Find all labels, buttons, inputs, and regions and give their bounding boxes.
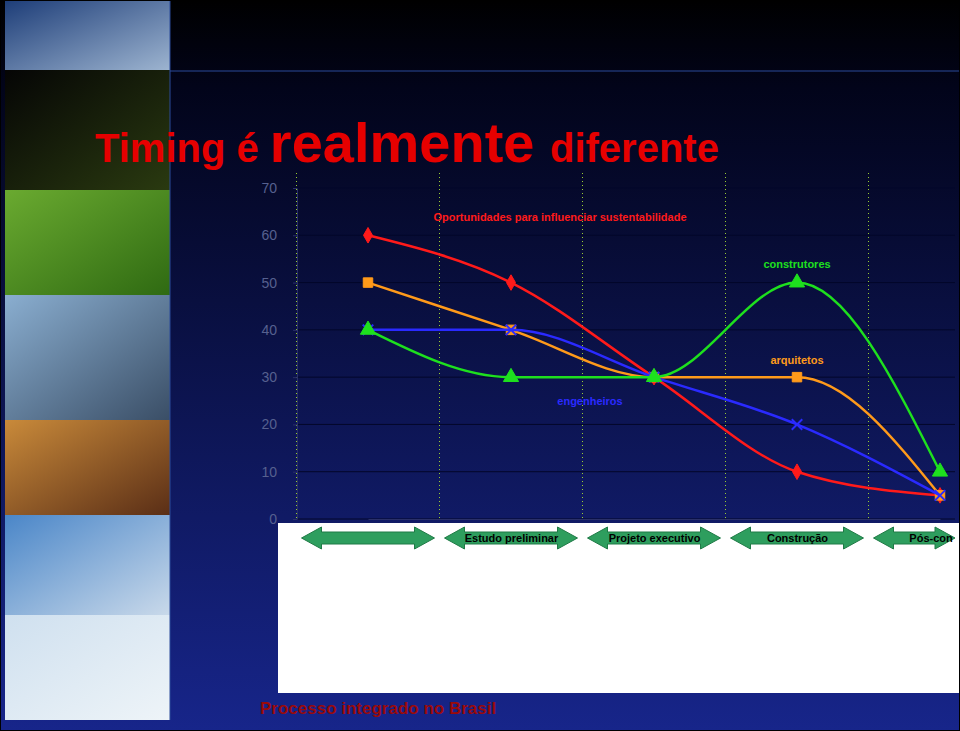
y-tick-mark bbox=[293, 424, 297, 425]
y-tick-label: 20 bbox=[261, 416, 277, 432]
phase-arrow bbox=[302, 527, 435, 549]
phase-arrows bbox=[302, 527, 956, 549]
x-tick: Construção bbox=[767, 519, 828, 544]
phase-divider bbox=[582, 173, 583, 519]
series-label: arquitetos bbox=[770, 354, 823, 366]
series-marker bbox=[792, 419, 802, 429]
series-marker bbox=[360, 321, 375, 334]
series-marker bbox=[935, 490, 945, 500]
y-tick: 30 bbox=[261, 369, 297, 385]
y-tick-label: 40 bbox=[261, 322, 277, 338]
y-tick: 0 bbox=[269, 511, 297, 527]
strip-border bbox=[170, 0, 171, 720]
grid bbox=[297, 188, 955, 519]
phase-arrow bbox=[731, 527, 864, 549]
grid-line bbox=[297, 424, 955, 425]
series-marker bbox=[935, 491, 944, 500]
y-tick: 20 bbox=[261, 416, 297, 432]
plot-area bbox=[360, 227, 947, 503]
series-marker bbox=[793, 464, 802, 480]
y-axis-line bbox=[297, 189, 298, 520]
y-tick-mark bbox=[293, 283, 297, 284]
phase-divider bbox=[439, 173, 440, 519]
picture-panel bbox=[5, 190, 170, 295]
y-tick-label: 50 bbox=[261, 275, 277, 291]
background bbox=[0, 0, 960, 731]
y-tick: 70 bbox=[261, 180, 297, 196]
y-tick-mark bbox=[293, 519, 297, 520]
series-label: engenheiros bbox=[557, 395, 622, 407]
series-marker bbox=[646, 368, 661, 381]
x-axis-line bbox=[369, 519, 941, 520]
series-marker bbox=[503, 368, 518, 381]
phase-divider bbox=[868, 173, 869, 519]
y-tick: 60 bbox=[261, 227, 297, 243]
grid-line bbox=[297, 519, 955, 520]
y-tick: 40 bbox=[261, 322, 297, 338]
phase-divider bbox=[296, 173, 297, 519]
x-tick-label: Pós-con bbox=[909, 532, 953, 544]
grid-line bbox=[297, 282, 955, 283]
series-labels: Oportunidades para influenciar sustentab… bbox=[433, 211, 830, 407]
y-tick-label: 30 bbox=[261, 369, 277, 385]
white-box bbox=[278, 523, 960, 693]
series-marker bbox=[932, 463, 947, 476]
header-rule bbox=[170, 71, 960, 72]
y-tick-label: 60 bbox=[261, 227, 277, 243]
x-tick-label: Estudo preliminar bbox=[465, 532, 559, 544]
picture-panel bbox=[5, 515, 170, 615]
slide: 0 10 20 30 40 50 60 70 Estudo preliminar Projeto … bbox=[0, 0, 960, 731]
x-tick-label: Projeto executivo bbox=[609, 532, 701, 544]
phase-arrow bbox=[874, 527, 956, 549]
x-tick: Estudo preliminar bbox=[465, 519, 559, 544]
picture-panel bbox=[5, 420, 170, 515]
series-marker bbox=[789, 274, 804, 287]
y-tick: 50 bbox=[261, 275, 297, 291]
phase-arrow bbox=[445, 527, 578, 549]
slide-border bbox=[1, 1, 960, 731]
x-tick-label: Construção bbox=[767, 532, 828, 544]
series-line bbox=[368, 235, 940, 495]
series-marker bbox=[363, 278, 372, 287]
series-label: Oportunidades para influenciar sustentab… bbox=[433, 211, 686, 223]
phase-divider bbox=[725, 173, 726, 519]
title: Timing é realmente diferente bbox=[95, 111, 719, 174]
y-tick-label: 10 bbox=[261, 464, 277, 480]
y-tick-mark bbox=[293, 330, 297, 331]
phase-arrow bbox=[588, 527, 721, 549]
x-tick: Pós-con bbox=[909, 519, 953, 544]
series-line bbox=[368, 283, 940, 472]
y-tick-mark bbox=[293, 188, 297, 189]
series-line bbox=[368, 330, 940, 496]
grid-line bbox=[297, 471, 955, 472]
y-tick-label: 70 bbox=[261, 180, 277, 196]
subtitle: Processo integrado no Brasil bbox=[260, 699, 496, 718]
series-marker bbox=[506, 325, 516, 335]
picture-panel bbox=[5, 615, 170, 720]
y-tick-mark bbox=[293, 472, 297, 473]
y-tick-label: 0 bbox=[269, 511, 277, 527]
grid-line bbox=[297, 188, 955, 189]
x-tick: Projeto executivo bbox=[609, 519, 701, 544]
series-marker bbox=[364, 227, 373, 243]
picture-panel bbox=[5, 0, 170, 70]
y-tick-mark bbox=[293, 235, 297, 236]
x-axis: Estudo preliminar Projeto executivo Constr… bbox=[369, 519, 954, 544]
grid-line bbox=[297, 235, 955, 236]
series-marker bbox=[507, 275, 516, 291]
y-tick-mark bbox=[293, 377, 297, 378]
picture-panel bbox=[5, 295, 170, 420]
series-label: construtores bbox=[763, 258, 830, 270]
y-axis: 0 10 20 30 40 50 60 70 bbox=[261, 180, 297, 527]
series-line bbox=[368, 283, 940, 496]
y-tick: 10 bbox=[261, 464, 297, 480]
series-marker bbox=[792, 372, 801, 381]
